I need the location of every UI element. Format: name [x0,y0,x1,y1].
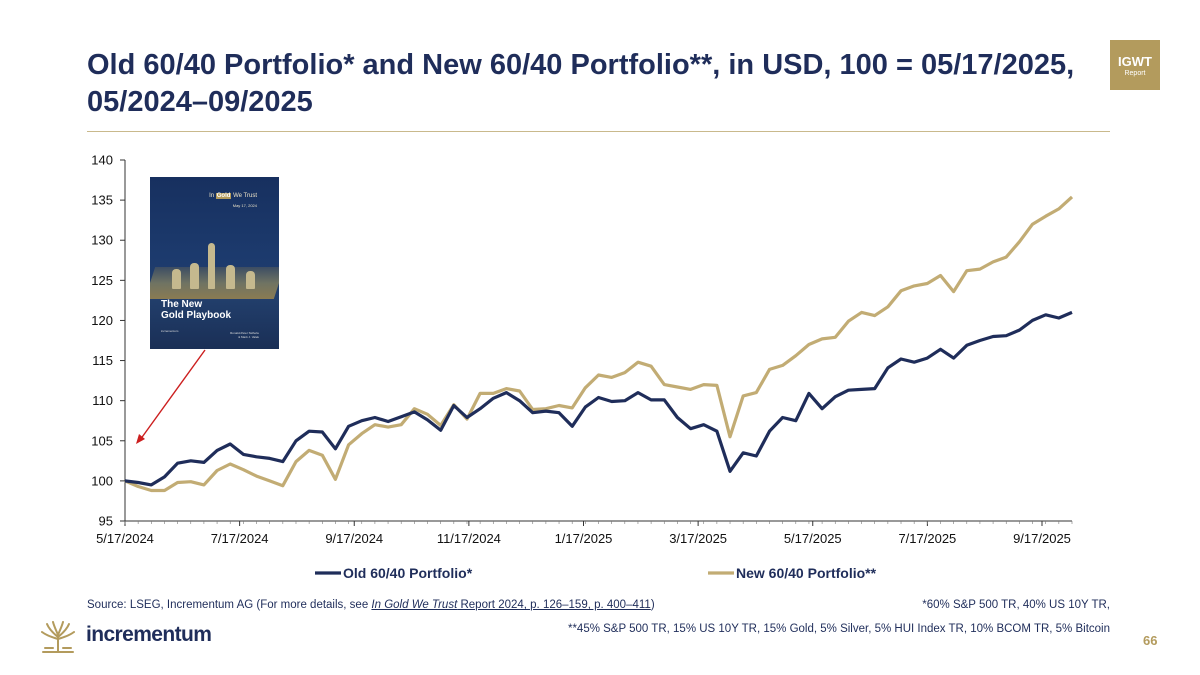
y-tick-label: 115 [92,353,113,368]
x-tick-label: 5/17/2024 [96,531,154,546]
footnote-new-portfolio: **45% S&P 500 TR, 15% US 10Y TR, 15% Gol… [567,623,1110,635]
annotation-arrow [136,349,206,444]
y-tick-label: 110 [92,393,113,408]
cover-date: May 17, 2024 [232,203,257,208]
chess-piece-icon [190,263,199,289]
title-line-1: Old 60/40 Portfolio* and New 60/40 Portf… [87,49,1075,81]
legend-label: New 60/40 Portfolio** [736,565,877,581]
igwt-report-badge: IGWT Report [1110,40,1160,90]
x-tick-label: 5/17/2025 [784,531,842,546]
report-cover-image: In Gold We Trust May 17, 2024 The New Go… [150,177,279,349]
cover-brand: In Gold We Trust [209,193,257,199]
y-tick-label: 135 [91,193,113,208]
arrow-line [139,349,206,441]
x-tick-label: 9/17/2025 [1013,531,1071,546]
series-line-old-60-40-portfolio [124,310,1073,487]
cover-footer-left: incrementum [161,329,179,333]
chess-piece-icon [246,271,255,289]
page-number: 66 [1143,633,1158,648]
incrementum-logo-text: incrementum [86,623,212,646]
y-tick-label: 105 [91,433,113,448]
legend-label: Old 60/40 Portfolio* [343,565,473,581]
chess-piece-icon [226,265,235,289]
report-link[interactable]: In Gold We Trust Report 2024, p. 126–159… [371,599,651,611]
y-tick-label: 120 [91,313,113,328]
y-tick-label: 125 [91,273,113,288]
y-tick-label: 140 [91,153,113,168]
line-chart: 95 100 105 110 115 120 125 130 135 140 5/17/2024 7/… [91,153,1074,581]
chess-king-icon [208,243,215,289]
title-line-2: 05/2024–09/2025 [87,86,313,118]
footnote-old-portfolio: *60% S&P 500 TR, 40% US 10Y TR, [922,599,1110,611]
cover-footer-right: Ronald-Peter Stöferle & Mark J. Valek [230,331,259,339]
y-tick-label: 130 [91,233,113,248]
title-divider [87,131,1110,132]
chess-piece-icon [172,269,181,289]
incrementum-tree-logo-icon [41,621,75,653]
arrow-head [136,434,145,444]
chart-legend: Old 60/40 Portfolio* New 60/40 Portfolio*… [315,565,877,581]
badge-sub-text: Report [1124,70,1146,77]
badge-main-text: IGWT [1118,54,1152,69]
series-line-new-60-40-portfolio [124,195,1074,493]
cover-title: The New Gold Playbook [161,299,232,321]
x-tick-label: 7/17/2025 [898,531,956,546]
x-tick-label: 1/17/2025 [555,531,613,546]
x-tick-label: 3/17/2025 [669,531,727,546]
y-tick-label: 95 [99,514,113,529]
x-tick-label: 9/17/2024 [325,531,383,546]
chart-lines [124,195,1074,493]
source-note: Source: LSEG, Incrementum AG (For more d… [87,599,655,611]
chart-axes: 95 100 105 110 115 120 125 130 135 140 5/17/2024 7/… [91,153,1073,546]
x-tick-label: 7/17/2024 [211,531,269,546]
y-tick-label: 100 [91,473,113,488]
slide-title: Old 60/40 Portfolio* and New 60/40 Portf… [87,47,1087,121]
x-tick-label: 11/17/2024 [437,531,501,546]
